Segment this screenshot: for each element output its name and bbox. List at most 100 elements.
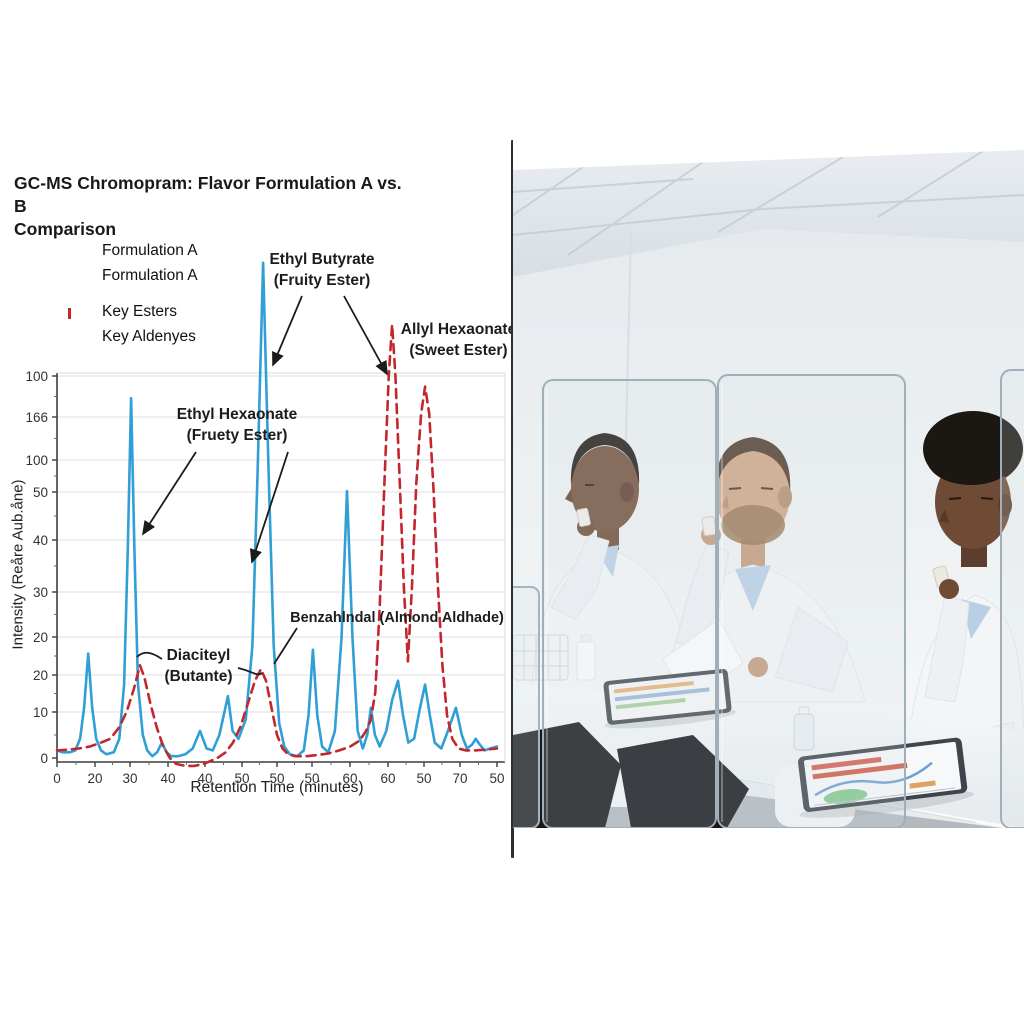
annotation-ethyl-butyrate: Ethyl Butyrate (Fruity Ester) — [232, 249, 412, 291]
x-tick-label: 0 — [53, 771, 61, 786]
annotation-line: Ethyl Hexaonate — [176, 406, 298, 423]
divider-near — [513, 586, 540, 828]
y-tick-label: 30 — [33, 585, 48, 600]
hair — [715, 437, 791, 492]
x-tick-label: 70 — [452, 771, 467, 786]
legend-label: Formulation A — [102, 241, 198, 259]
x-tick-label: 50 — [489, 771, 504, 786]
x-tick-label: 60 — [342, 771, 357, 786]
panel-separator-line — [511, 140, 514, 858]
ear — [778, 486, 792, 508]
leader-benzahlndal — [273, 627, 298, 665]
x-tick-label: 20 — [87, 771, 102, 786]
x-tick-label: 60 — [380, 771, 395, 786]
raised-arm-sleeve — [924, 594, 970, 703]
chart-title-line2: Comparison — [14, 219, 117, 239]
hand — [939, 579, 959, 599]
lower-arm-sleeve — [774, 606, 849, 693]
photo-top-margin — [513, 137, 1024, 170]
hair — [570, 433, 640, 485]
beard — [721, 505, 785, 545]
series-blue-solid — [55, 261, 499, 758]
arrow-ethyl-hexaonate-left — [142, 451, 197, 536]
ear — [620, 482, 634, 502]
x-tick-label: 50 — [416, 771, 431, 786]
x-axis-label: Retention Time (minutes) — [190, 779, 364, 796]
annotation-allyl-hexaonate: Allyl Hexaonate (Sweet Ester) — [396, 319, 521, 361]
acrylic-dividers — [513, 369, 1024, 828]
y-tick-label: 20 — [33, 668, 48, 683]
series-red-dashed — [55, 323, 499, 768]
legend-item-formulation-a-solid: Formulation A — [46, 238, 276, 263]
y-tick-label: 0 — [40, 751, 48, 766]
legend-label: Key Esters — [102, 302, 177, 320]
annotation-line: Ethyl Butyrate — [269, 251, 375, 268]
raised-arm-sleeve — [550, 534, 610, 620]
annotation-line: Benzahlndal (Almond Aldhade) — [290, 610, 504, 626]
leader-diaciteyl-left — [136, 651, 163, 660]
sample-bottle — [793, 706, 815, 751]
shirt-collar — [735, 565, 771, 611]
chart-legend: Formulation A Formulation A Key Esters K… — [46, 238, 276, 349]
arrow-ethyl-hexaonate-right — [249, 451, 289, 564]
legend-label: Formulation A — [102, 266, 198, 284]
closed-eye — [760, 487, 774, 490]
arrow-ethyl-butyrate-left — [272, 295, 303, 367]
wire-rack — [513, 634, 569, 681]
annotation-line: (Fruety Ester) — [186, 427, 288, 444]
y-tick-label: 100 — [25, 453, 48, 468]
legend-item-formulation-a-dashed: Formulation A — [46, 263, 276, 288]
sample-vial — [701, 516, 717, 536]
nose — [565, 489, 573, 503]
y-tick-label: 166 — [25, 410, 48, 425]
annotation-ethyl-hexaonate: Ethyl Hexaonate (Fruety Ester) — [142, 404, 332, 446]
sample-vial — [576, 507, 591, 527]
white-bottle — [576, 634, 596, 681]
annotation-diaciteyl: Diaciteyl (Butante) — [146, 645, 251, 687]
tablet-2 — [797, 737, 975, 818]
annotation-arrows — [136, 295, 388, 676]
wall-corner — [624, 232, 632, 478]
y-tick-label: 20 — [33, 630, 48, 645]
arrow-ethyl-butyrate-right — [343, 295, 388, 376]
x-tick-label: 50 — [304, 771, 319, 786]
tablet-1 — [603, 668, 736, 729]
divider-3 — [1000, 369, 1024, 828]
legend-item-key-aldenyes: Key Aldenyes — [46, 324, 276, 349]
divider-2 — [717, 374, 906, 828]
leader-diaciteyl-right — [237, 667, 263, 676]
annotation-line: (Sweet Ester) — [409, 342, 508, 359]
x-tick-label: 50 — [234, 771, 249, 786]
closed-eye — [948, 497, 962, 500]
series-layer — [55, 261, 499, 768]
divider-1 — [542, 379, 717, 828]
chart-title: GC-MS Chromopram: Flavor Formulation A v… — [14, 172, 419, 241]
x-tick-label: 40 — [160, 771, 175, 786]
annotation-line: (Fruity Ester) — [273, 272, 371, 289]
annotation-line: Diaciteyl — [166, 647, 231, 664]
x-tick-label: 30 — [122, 771, 137, 786]
nose — [721, 495, 729, 509]
closed-eye — [728, 487, 742, 490]
hair-top — [927, 433, 1015, 485]
nose — [939, 509, 949, 523]
y-tick-label: 50 — [33, 485, 48, 500]
legend-item-key-esters: Key Esters — [46, 299, 276, 324]
hand — [748, 657, 768, 677]
annotation-line: Allyl Hexaonate — [400, 321, 517, 338]
chart-title-line1: GC-MS Chromopram: Flavor Formulation A v… — [14, 173, 402, 216]
x-tick-label: 40 — [197, 771, 212, 786]
annotation-line: (Butante) — [164, 668, 233, 685]
panelist-1 — [530, 433, 694, 698]
y-tick-label: 40 — [33, 533, 48, 548]
x-tick-label: 50 — [269, 771, 284, 786]
ceiling — [513, 150, 1024, 277]
sensory-panel-photo — [513, 137, 1024, 828]
ceiling-tile-grid — [513, 150, 1024, 256]
closed-eye — [980, 497, 994, 500]
y-tick-label: 100 — [25, 369, 48, 384]
legend-label: Key Aldenyes — [102, 327, 196, 345]
annotation-benzahlndal: Benzahlndal (Almond Aldhade) — [282, 608, 512, 629]
